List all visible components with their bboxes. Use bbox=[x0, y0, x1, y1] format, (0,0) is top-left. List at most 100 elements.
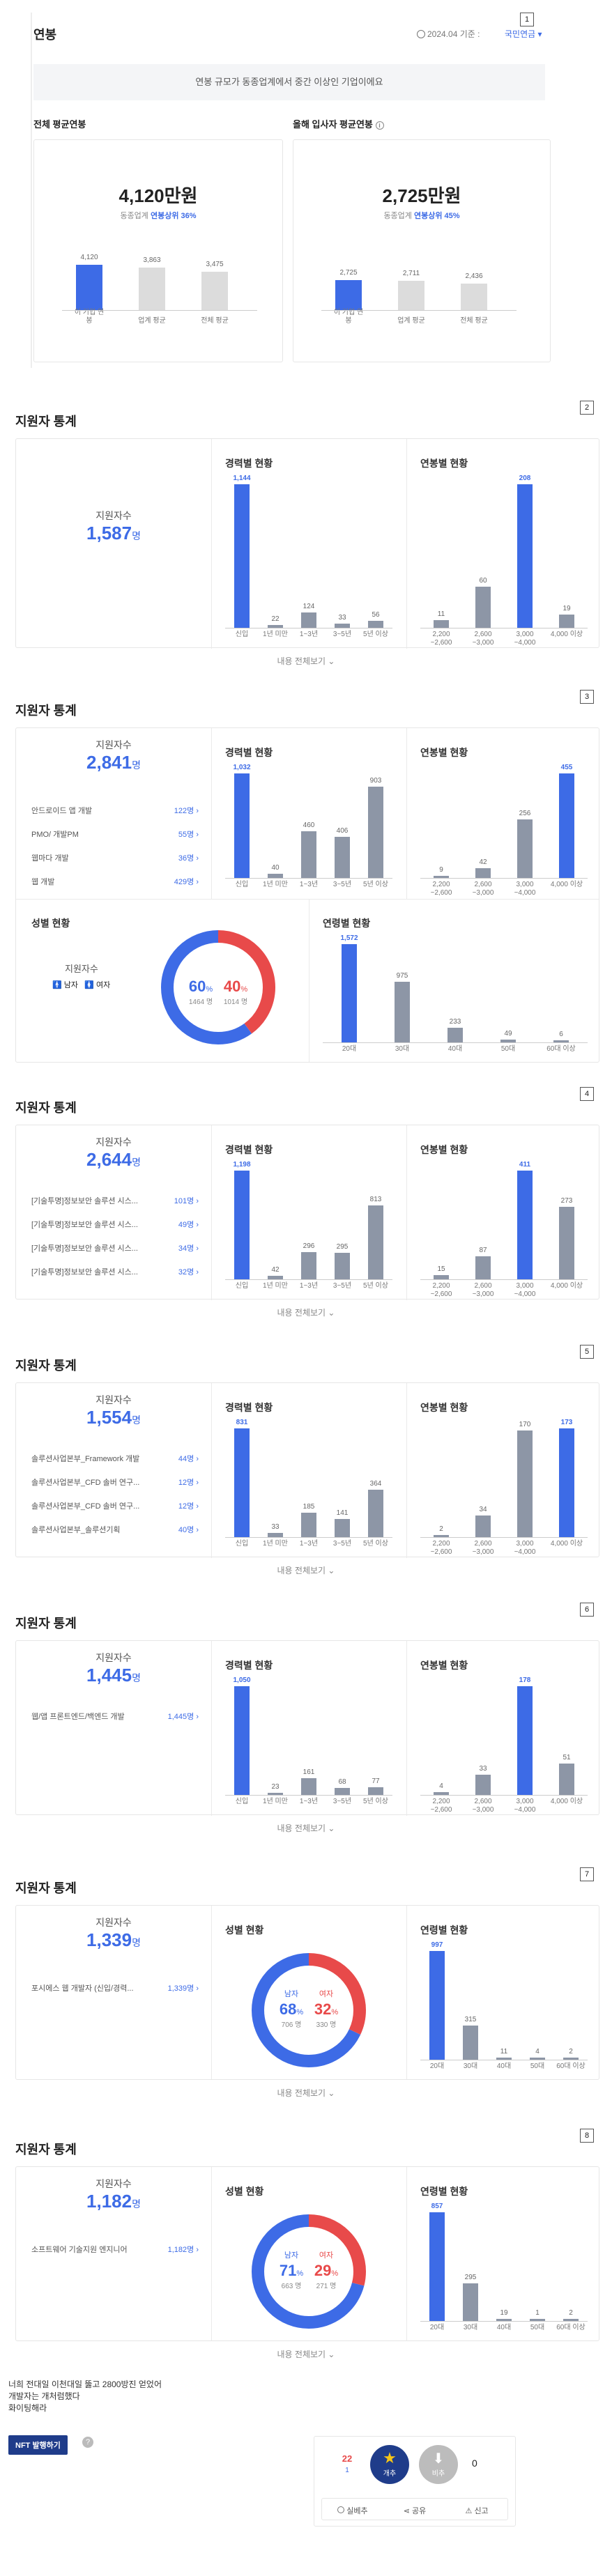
avg-salary-rank: 동종업계 연봉상위 36% bbox=[120, 212, 197, 220]
chart-bar-label: 5년 이상 bbox=[363, 881, 388, 888]
gender-total-label: 지원자수 bbox=[65, 964, 98, 974]
show-all-button[interactable]: 내용 전체보기 ⌄ bbox=[277, 1823, 335, 1833]
chart-bar-label: 1년 미만 bbox=[263, 1798, 288, 1805]
job-count: 12명 › bbox=[178, 1502, 199, 1511]
chart-bar bbox=[475, 1775, 491, 1795]
job-list-item[interactable]: 솔루션사업본부_CFD 솔버 연구... 12명 › bbox=[31, 1476, 199, 1488]
help-icon[interactable]: ? bbox=[82, 2437, 93, 2448]
chart-bar-label: 1~3년 bbox=[299, 1540, 319, 1548]
chevron-down-icon: ⌄ bbox=[328, 2350, 335, 2359]
show-all-button[interactable]: 내용 전체보기 ⌄ bbox=[277, 2088, 335, 2098]
show-all-button[interactable]: 내용 전체보기 ⌄ bbox=[277, 2350, 335, 2359]
chart-bar-label: 5년 이상 bbox=[363, 1282, 388, 1290]
chart-bar-label: 30대 bbox=[395, 1045, 410, 1053]
chart-bar-label: 20대 bbox=[429, 2062, 445, 2070]
chart-bar-value: 42 bbox=[479, 858, 487, 867]
chart-bar-label: 3~5년 bbox=[332, 631, 352, 638]
job-count: 1,182명 › bbox=[167, 2246, 199, 2254]
chart-bar bbox=[463, 2283, 478, 2321]
chart-bar-value: 315 bbox=[464, 2015, 477, 2023]
chart-bar bbox=[475, 1515, 491, 1537]
dislike-button[interactable]: ⬇ 비추 bbox=[419, 2445, 458, 2484]
job-list-item[interactable]: 웹마다 개발 36명 › bbox=[31, 852, 199, 863]
chart-bar-value: 208 bbox=[519, 475, 531, 482]
chart-title: 연령별 현황 bbox=[420, 2186, 468, 2197]
job-count: 40명 › bbox=[178, 1526, 199, 1534]
source-select[interactable]: 국민연금 ▾ bbox=[505, 29, 542, 39]
panel-divider bbox=[406, 2167, 407, 2340]
chart-title: 경력별 현황 bbox=[225, 747, 273, 758]
chart-bar bbox=[517, 819, 533, 878]
section-title: 지원자 통계 bbox=[15, 704, 77, 718]
chart-bar-value: 460 bbox=[303, 822, 315, 830]
chart-bar-label: 5년 이상 bbox=[363, 631, 388, 638]
job-list-item[interactable]: [기술투명]정보보안 솔루션 시스... 34명 › bbox=[31, 1242, 199, 1254]
job-list-item[interactable]: 웹 개발 429명 › bbox=[31, 876, 199, 887]
job-list-item[interactable]: 솔루션사업본부_솔루션기획 40명 › bbox=[31, 1524, 199, 1535]
chart-bar-label: 신입 bbox=[235, 631, 249, 638]
annotation-box-2: 2 bbox=[580, 401, 594, 415]
salary-date: 2024.04 기준 : bbox=[417, 28, 480, 40]
chart-bar-label: 30대 bbox=[463, 2324, 478, 2331]
job-count: 12명 › bbox=[178, 1479, 199, 1487]
total-count: 2,841명 bbox=[86, 752, 141, 773]
job-list-item[interactable]: [기술투명]정보보안 솔루션 시스... 32명 › bbox=[31, 1266, 199, 1277]
avg-salary-amount: 4,120만원 bbox=[118, 185, 198, 206]
like-button[interactable]: ★ 개추 bbox=[370, 2445, 409, 2484]
job-list-item[interactable]: 솔루션사업본부_CFD 솔버 연구... 12명 › bbox=[31, 1500, 199, 1511]
chart-bar bbox=[234, 484, 250, 628]
nft-button[interactable]: NFT 발행하기 bbox=[8, 2435, 68, 2455]
chart-bar bbox=[563, 2058, 579, 2060]
chart-bar-label: 2,600 ~3,000 bbox=[472, 631, 494, 647]
chart-bar-label: 4,000 이상 bbox=[550, 1540, 583, 1548]
chart-bar bbox=[434, 1535, 449, 1537]
salary-bar bbox=[461, 284, 487, 311]
report-button[interactable]: ⚠ 신고 bbox=[465, 2507, 489, 2515]
info-icon[interactable]: i bbox=[375, 121, 384, 130]
chart-bar bbox=[434, 876, 449, 878]
chart-title: 성별 현황 bbox=[31, 918, 70, 929]
job-list-item[interactable]: PMO/ 개발PM 55명 › bbox=[31, 828, 199, 840]
female-slice bbox=[161, 930, 275, 1044]
job-list-item[interactable]: 포시에스 웹 개발자 (신입/경력... 1,339명 › bbox=[31, 1982, 199, 1993]
show-all-button[interactable]: 내용 전체보기 ⌄ bbox=[277, 656, 335, 666]
chart-bar bbox=[301, 1778, 316, 1795]
panel-divider bbox=[211, 2167, 212, 2340]
chart-bar-label: 1~3년 bbox=[299, 1282, 319, 1290]
share-button[interactable]: ⋖ 공유 bbox=[403, 2507, 427, 2515]
job-list-item[interactable]: [기술투명]정보보안 솔루션 시스... 49명 › bbox=[31, 1219, 199, 1230]
chart-bar-label: 3,000 ~4,000 bbox=[514, 881, 536, 897]
chart-bar-value: 170 bbox=[519, 1420, 531, 1428]
job-list-item[interactable]: 안드로이드 앱 개발 122명 › bbox=[31, 805, 199, 816]
male-count: 706 명 bbox=[281, 2021, 302, 2029]
avg-salary-chart: 4,120 이 기업 연봉 3,863 업계 평균 3,475 전체 평균 bbox=[62, 245, 257, 335]
chart-bar-value: 364 bbox=[369, 1479, 382, 1488]
job-name: [기술투명]정보보안 솔루션 시스... bbox=[31, 1221, 138, 1229]
chart-bar-value: 77 bbox=[372, 1777, 380, 1785]
job-name: [기술투명]정보보안 솔루션 시스... bbox=[31, 1244, 138, 1253]
real-button[interactable]: 실베추 bbox=[322, 2505, 383, 2516]
chart-title: 연봉별 현황 bbox=[420, 747, 468, 758]
job-list-item[interactable]: 웹/앱 프론트엔드/백엔드 개발 1,445명 › bbox=[31, 1711, 199, 1722]
post-line: 화이팅해라 bbox=[8, 2403, 47, 2413]
panel-divider bbox=[211, 728, 212, 899]
chart-bar-label: 1~3년 bbox=[299, 631, 319, 638]
job-list-item[interactable]: [기술투명]정보보안 솔루션 시스... 101명 › bbox=[31, 1195, 199, 1206]
show-all-button[interactable]: 내용 전체보기 ⌄ bbox=[277, 1566, 335, 1575]
chart-bar-value: 296 bbox=[303, 1242, 315, 1251]
chart-bar bbox=[301, 831, 316, 878]
post-line: 개발자는 개처럼했다 bbox=[8, 2391, 80, 2401]
chart-axis bbox=[420, 878, 588, 879]
job-name: 안드로이드 앱 개발 bbox=[31, 807, 93, 815]
job-list-item[interactable]: 솔루션사업본부_Framework 개발 44명 › bbox=[31, 1453, 199, 1464]
show-all-button[interactable]: 내용 전체보기 ⌄ bbox=[277, 1308, 335, 1318]
chart-bar bbox=[268, 625, 283, 628]
chart-bar-value: 60 bbox=[479, 576, 487, 585]
job-list-item[interactable]: 소프트웨어 기술지원 엔지니어 1,182명 › bbox=[31, 2244, 199, 2255]
job-name: 솔루션사업본부_솔루션기획 bbox=[31, 1526, 121, 1534]
chart-title: 연령별 현황 bbox=[420, 1925, 468, 1936]
chart-bar-label: 20대 bbox=[342, 1045, 357, 1053]
chart-title: 경력별 현황 bbox=[225, 1660, 273, 1671]
applicant-stats-section: 지원자 통계 6 지원자수 1,445명 웹/앱 프론트엔드/백엔드 개발 1,445명 … bbox=[0, 1603, 612, 1843]
chevron-down-icon: ⌄ bbox=[328, 1308, 335, 1318]
